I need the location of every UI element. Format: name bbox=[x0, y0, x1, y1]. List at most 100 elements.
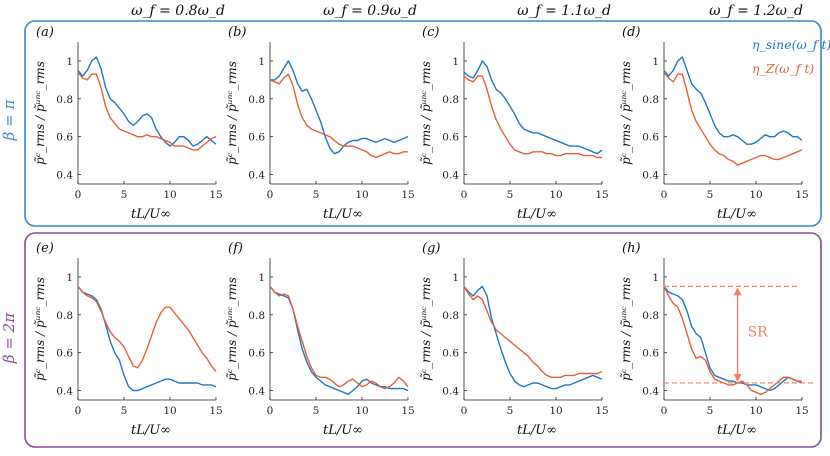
row-frame-beta-pi bbox=[24, 20, 822, 227]
x-tick-label: 0 bbox=[461, 189, 468, 201]
y-tick-label: 1 bbox=[258, 56, 265, 68]
x-axis-label: tL/U∞ bbox=[717, 207, 757, 222]
series-line-sine bbox=[663, 56, 803, 145]
x-tick-label: 5 bbox=[507, 189, 514, 201]
series-line-z bbox=[77, 285, 217, 373]
panel-tag: (e) bbox=[36, 241, 54, 256]
panel-f: 0 5 10 15 0.4 0.6 0.8 1 (f) tL/U∞ p̃ᶜ_rms / p̃ᵘⁿᶜ_… bbox=[225, 241, 415, 438]
y-axis-label: p̃ᶜ_rms / p̃ᵘⁿᶜ_rms bbox=[419, 277, 433, 381]
y-tick-label: 1 bbox=[258, 272, 265, 284]
x-tick-label: 10 bbox=[163, 405, 176, 417]
x-tick-label: 15 bbox=[209, 405, 222, 417]
x-tick-label: 0 bbox=[661, 189, 668, 201]
y-axis-label: p̃ᶜ_rms / p̃ᵘⁿᶜ_rms bbox=[33, 277, 47, 381]
series-line-sine bbox=[77, 56, 217, 147]
panel-tag: (d) bbox=[622, 25, 640, 40]
y-tick-label: 1 bbox=[452, 56, 459, 68]
y-tick-label: 0.6 bbox=[248, 348, 265, 360]
x-tick-label: 10 bbox=[549, 405, 562, 417]
x-tick-label: 5 bbox=[707, 189, 714, 201]
y-tick-label: 0.4 bbox=[56, 386, 73, 398]
y-tick-label: 1 bbox=[652, 56, 659, 68]
y-tick-label: 0.4 bbox=[642, 386, 659, 398]
y-tick-label: 0.6 bbox=[642, 132, 659, 144]
y-tick-label: 0.4 bbox=[642, 170, 659, 182]
x-tick-label: 0 bbox=[75, 189, 82, 201]
x-tick-label: 5 bbox=[121, 405, 128, 417]
panel-a: 0 5 10 15 0.4 0.6 0.8 1 (a) tL/U∞ p̃ᶜ_rms / p̃ᵘⁿᶜ_… bbox=[33, 25, 223, 222]
legend-sine: η_sine(ω_f t) bbox=[752, 37, 830, 52]
y-tick-label: 0.8 bbox=[642, 94, 659, 106]
column-header-1: ω_f = 0.8ω_d bbox=[131, 3, 225, 19]
panels: 0 5 10 150.40.60.81(a)tL/U∞p̃ᶜ_rms / p̃ᵘⁿᶜ_… bbox=[33, 25, 814, 438]
x-axis-label: tL/U∞ bbox=[517, 423, 557, 438]
y-tick-label: 1 bbox=[452, 272, 459, 284]
x-axis-label: tL/U∞ bbox=[717, 423, 757, 438]
series-line-z bbox=[269, 285, 409, 390]
y-tick-label: 0.6 bbox=[56, 348, 73, 360]
x-tick-label: 0 bbox=[661, 405, 668, 417]
x-tick-label: 15 bbox=[795, 405, 808, 417]
panel-tag: (g) bbox=[422, 241, 440, 256]
y-axis-label: p̃ᶜ_rms / p̃ᵘⁿᶜ_rms bbox=[419, 61, 433, 165]
x-tick-label: 5 bbox=[507, 405, 514, 417]
y-tick-label: 1 bbox=[652, 272, 659, 284]
y-tick-label: 0.6 bbox=[248, 132, 265, 144]
series-line-z bbox=[463, 75, 602, 159]
series-line-sine bbox=[663, 285, 803, 392]
panel-g: 0 5 10 15 0.4 0.6 0.8 1 (g) tL/U∞ p̃ᶜ_rms / p̃ᵘⁿᶜ_… bbox=[419, 241, 609, 438]
y-tick-label: 0.6 bbox=[56, 132, 73, 144]
column-header-4: ω_f = 1.2ω_d bbox=[709, 3, 803, 19]
sr-arrow-head-up bbox=[733, 287, 742, 296]
x-tick-label: 0 bbox=[461, 405, 468, 417]
series-line-z bbox=[463, 286, 603, 378]
x-tick-label: 15 bbox=[795, 189, 808, 201]
y-tick-label: 0.8 bbox=[442, 310, 459, 322]
x-tick-label: 0 bbox=[267, 405, 274, 417]
x-axis-label: tL/U∞ bbox=[131, 207, 171, 222]
y-tick-label: 0.6 bbox=[442, 132, 459, 144]
y-tick-label: 0.4 bbox=[248, 386, 265, 398]
legend-z: η_Z(ω_f t) bbox=[752, 61, 814, 76]
x-tick-label: 10 bbox=[355, 405, 368, 417]
y-tick-label: 0.8 bbox=[248, 310, 265, 322]
sr-arrow-head-down bbox=[733, 373, 742, 382]
y-tick-label: 0.8 bbox=[56, 94, 73, 106]
x-tick-label: 10 bbox=[355, 189, 368, 201]
y-tick-label: 0.8 bbox=[248, 94, 265, 106]
x-axis-label: tL/U∞ bbox=[323, 423, 363, 438]
x-tick-label: 15 bbox=[595, 405, 608, 417]
panel-h: 0 5 10 15 0.4 0.6 0.8 1 (h) tL/U∞ p̃ᶜ_rms / p̃ᵘⁿᶜ_… bbox=[619, 241, 814, 438]
x-tick-label: 10 bbox=[749, 405, 762, 417]
sr-label: SR bbox=[748, 325, 769, 341]
panel-c: 0 5 10 15 0.4 0.6 0.8 1 (c) tL/U∞ p̃ᶜ_rms / p̃ᵘⁿᶜ_… bbox=[419, 25, 609, 222]
y-tick-label: 0.4 bbox=[442, 170, 459, 182]
x-axis-label: tL/U∞ bbox=[131, 423, 171, 438]
column-header-3: ω_f = 1.1ω_d bbox=[517, 3, 611, 19]
panel-tag: (b) bbox=[228, 25, 246, 40]
x-tick-label: 15 bbox=[595, 189, 608, 201]
y-tick-label: 0.8 bbox=[442, 94, 459, 106]
y-tick-label: 0.4 bbox=[248, 170, 265, 182]
panel-b: 0 5 10 15 0.4 0.6 0.8 1 (b) tL/U∞ p̃ᶜ_rms / p̃ᵘⁿᶜ_… bbox=[225, 25, 415, 222]
column-header-2: ω_f = 0.9ω_d bbox=[323, 3, 417, 19]
x-tick-label: 10 bbox=[163, 189, 176, 201]
panel-tag: (c) bbox=[422, 25, 439, 40]
y-tick-label: 0.8 bbox=[642, 310, 659, 322]
series-line-sine bbox=[77, 285, 217, 392]
series-line-sine bbox=[270, 60, 409, 155]
x-tick-label: 15 bbox=[401, 189, 414, 201]
y-tick-label: 0.6 bbox=[442, 348, 459, 360]
y-axis-label: p̃ᶜ_rms / p̃ᵘⁿᶜ_rms bbox=[225, 277, 239, 381]
y-tick-label: 0.4 bbox=[56, 170, 73, 182]
y-tick-label: 0.6 bbox=[642, 348, 659, 360]
x-axis-label: tL/U∞ bbox=[323, 207, 363, 222]
y-tick-label: 0.4 bbox=[442, 386, 459, 398]
y-axis-label: p̃ᶜ_rms / p̃ᵘⁿᶜ_rms bbox=[619, 277, 633, 381]
x-tick-label: 0 bbox=[75, 405, 82, 417]
series-line-sine bbox=[463, 60, 603, 155]
series-line-z bbox=[663, 286, 802, 395]
x-tick-label: 5 bbox=[707, 405, 714, 417]
y-tick-label: 1 bbox=[66, 56, 73, 68]
